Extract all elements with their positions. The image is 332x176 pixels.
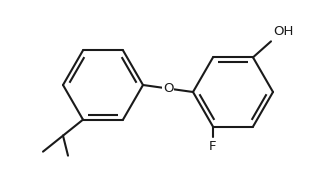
Text: O: O [163, 82, 173, 95]
Text: F: F [209, 140, 217, 153]
Text: OH: OH [273, 25, 293, 38]
